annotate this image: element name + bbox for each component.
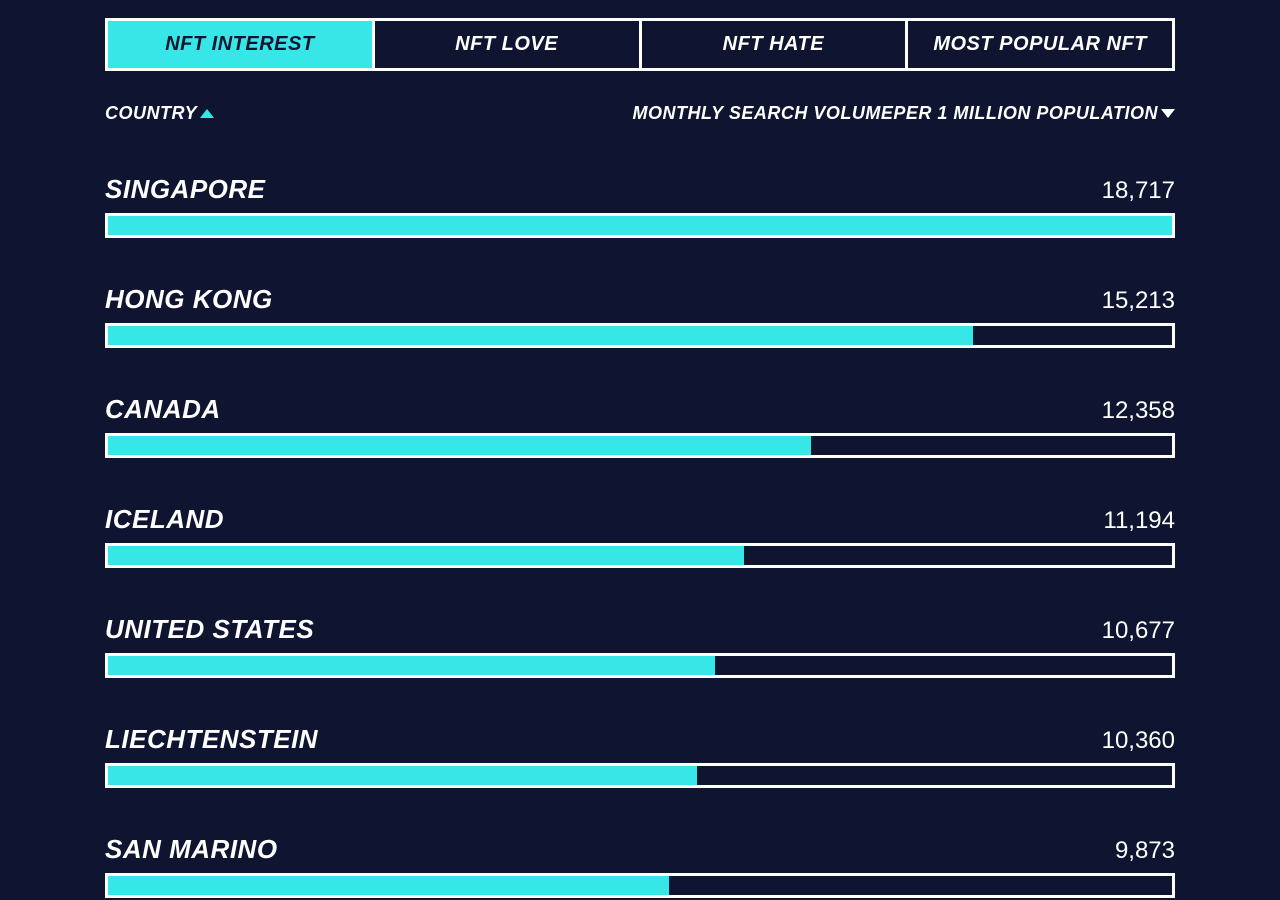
country-value: 11,194 (1103, 507, 1175, 535)
bar-fill (108, 766, 697, 785)
chart-rows: SINGAPORE 18,717 HONG KONG 15,213 CANADA 12,3… (105, 174, 1175, 898)
volume-column-header[interactable]: MONTHLY SEARCH VOLUMEPER 1 MILLION POPUL… (632, 103, 1175, 124)
country-name: HONG KONG (105, 284, 273, 315)
country-value: 15,213 (1102, 287, 1175, 315)
chart-row: SINGAPORE 18,717 (105, 174, 1175, 238)
bar-track (105, 653, 1175, 678)
bar-fill (108, 546, 744, 565)
country-column-header[interactable]: COUNTRY (105, 103, 214, 124)
bar-track (105, 873, 1175, 898)
bar-track (105, 763, 1175, 788)
country-name: LIECHTENSTEIN (105, 724, 318, 755)
bar-track (105, 433, 1175, 458)
chart-row: LIECHTENSTEIN 10,360 (105, 724, 1175, 788)
bar-fill (108, 876, 669, 895)
country-name: ICELAND (105, 504, 224, 535)
country-value: 12,358 (1102, 397, 1175, 425)
volume-header-label: MONTHLY SEARCH VOLUMEPER 1 MILLION POPUL… (632, 103, 1158, 124)
chart-row: CANADA 12,358 (105, 394, 1175, 458)
country-value: 10,677 (1102, 617, 1175, 645)
bar-fill (108, 656, 715, 675)
country-header-label: COUNTRY (105, 103, 197, 124)
country-name: SAN MARINO (105, 834, 278, 865)
country-name: CANADA (105, 394, 221, 425)
country-name: UNITED STATES (105, 614, 314, 645)
sort-descending-icon (1161, 109, 1175, 118)
chart-row: ICELAND 11,194 (105, 504, 1175, 568)
bar-fill (108, 326, 973, 345)
country-value: 9,873 (1115, 837, 1175, 865)
sort-ascending-icon (200, 109, 214, 118)
tab-bar: NFT INTEREST NFT LOVE NFT HATE MOST POPU… (105, 18, 1175, 71)
column-headers: COUNTRY MONTHLY SEARCH VOLUMEPER 1 MILLI… (105, 103, 1175, 124)
country-value: 10,360 (1102, 727, 1175, 755)
bar-track (105, 323, 1175, 348)
chart-row: UNITED STATES 10,677 (105, 614, 1175, 678)
chart-row: HONG KONG 15,213 (105, 284, 1175, 348)
bar-track (105, 543, 1175, 568)
bar-fill (108, 436, 811, 455)
country-name: SINGAPORE (105, 174, 266, 205)
tab-nft-interest[interactable]: NFT INTEREST (108, 21, 375, 68)
tab-nft-love[interactable]: NFT LOVE (375, 21, 642, 68)
tab-nft-hate[interactable]: NFT HATE (642, 21, 909, 68)
country-value: 18,717 (1102, 177, 1175, 205)
chart-row: SAN MARINO 9,873 (105, 834, 1175, 898)
bar-fill (108, 216, 1172, 235)
bar-track (105, 213, 1175, 238)
tab-most-popular-nft[interactable]: MOST POPULAR NFT (908, 21, 1172, 68)
